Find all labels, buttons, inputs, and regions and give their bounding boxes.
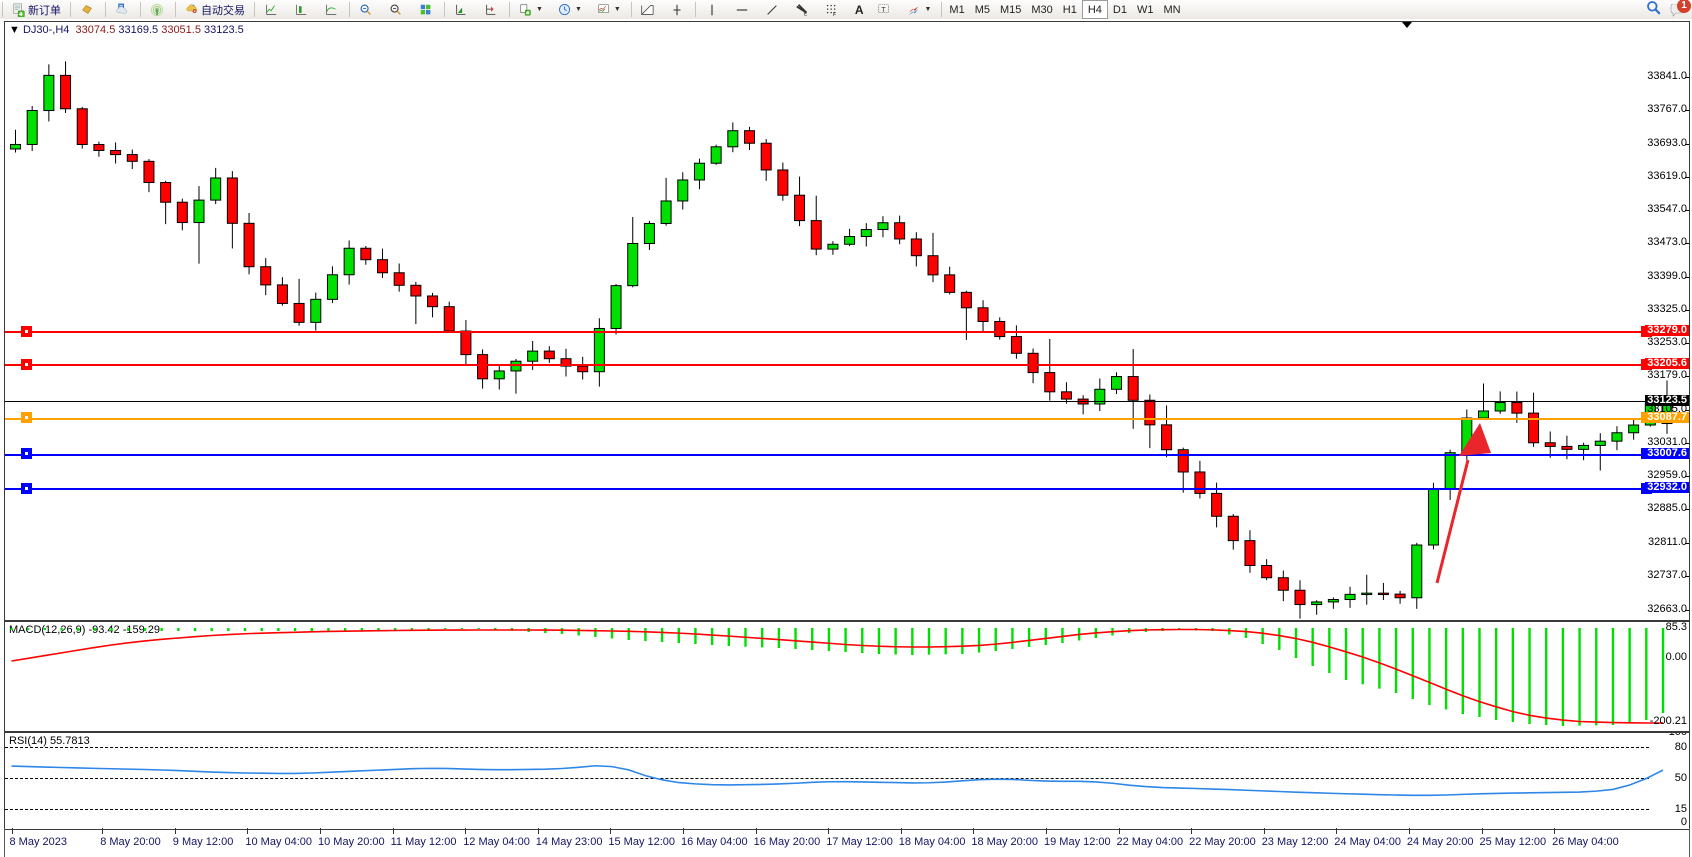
svg-text:T: T (882, 6, 887, 13)
svg-text:E: E (804, 11, 808, 17)
svg-text:F: F (833, 12, 836, 17)
